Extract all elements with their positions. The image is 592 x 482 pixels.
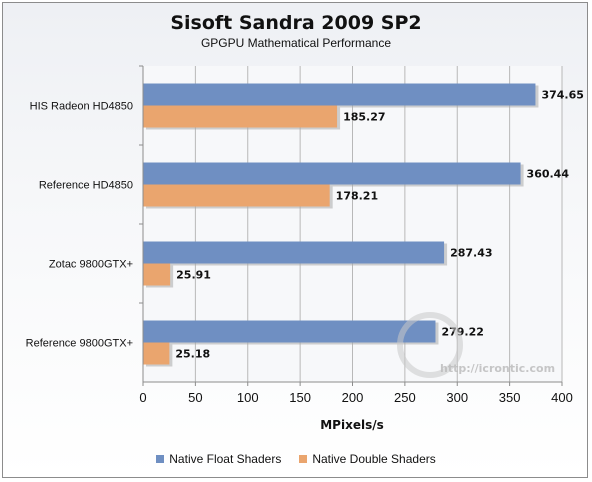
bars: 374.65 185.27 360.44 178.21 287.43 25.91 279.2… [143, 83, 584, 367]
data-label: 279.22 [441, 326, 483, 339]
legend-label-float: Native Float Shaders [169, 452, 282, 466]
x-tick-label: 300 [446, 390, 468, 405]
data-label: 360.44 [527, 168, 570, 181]
x-tick-label: 350 [499, 390, 521, 405]
x-tick-label: 150 [289, 390, 311, 405]
y-tick-label: Reference 9800GTX+ [26, 338, 133, 350]
legend-swatch-float [156, 455, 165, 463]
bar [143, 263, 171, 286]
bar [143, 105, 338, 128]
watermark-logo [397, 312, 463, 378]
y-tick-label: Zotac 9800GTX+ [49, 259, 133, 271]
x-tick-label: 250 [394, 390, 416, 405]
legend-label-double: Native Double Shaders [312, 452, 436, 466]
data-label: 25.91 [176, 269, 211, 282]
legend: Native Float Shaders Native Double Shade… [0, 452, 592, 466]
x-axis-title: MPixels/s [320, 418, 384, 432]
x-tick-labels: 0 50 100 150 200 250 300 350 400 [139, 390, 572, 405]
bar [143, 342, 170, 365]
y-tick-labels: HIS Radeon HD4850 Reference HD4850 Zotac 9… [26, 101, 133, 350]
bar [143, 241, 445, 264]
data-label: 287.43 [450, 247, 492, 260]
x-tick-label: 50 [188, 390, 202, 405]
legend-swatch-double [299, 455, 308, 463]
bar [143, 162, 521, 185]
bar [143, 320, 436, 343]
legend-item-float: Native Float Shaders [156, 452, 281, 466]
watermark: http://icrontic.com [397, 312, 555, 378]
y-tick-label: Reference HD4850 [39, 180, 133, 192]
data-label: 185.27 [343, 111, 385, 124]
bar [143, 184, 330, 207]
bar [143, 83, 536, 106]
legend-item-double: Native Double Shaders [299, 452, 436, 466]
chart-subtitle: GPGPU Mathematical Performance [200, 36, 392, 50]
x-tick-label: 0 [139, 390, 146, 405]
x-tick-label: 400 [551, 390, 573, 405]
x-tick-label: 200 [342, 390, 364, 405]
watermark-text: http://icrontic.com [440, 362, 555, 375]
data-label: 25.18 [175, 348, 210, 361]
data-label: 374.65 [541, 89, 583, 102]
y-tick-label: HIS Radeon HD4850 [30, 101, 133, 113]
axes [142, 66, 562, 383]
x-tick-label: 100 [237, 390, 259, 405]
chart-title: Sisoft Sandra 2009 SP2 [170, 12, 422, 34]
data-label: 178.21 [336, 190, 378, 203]
